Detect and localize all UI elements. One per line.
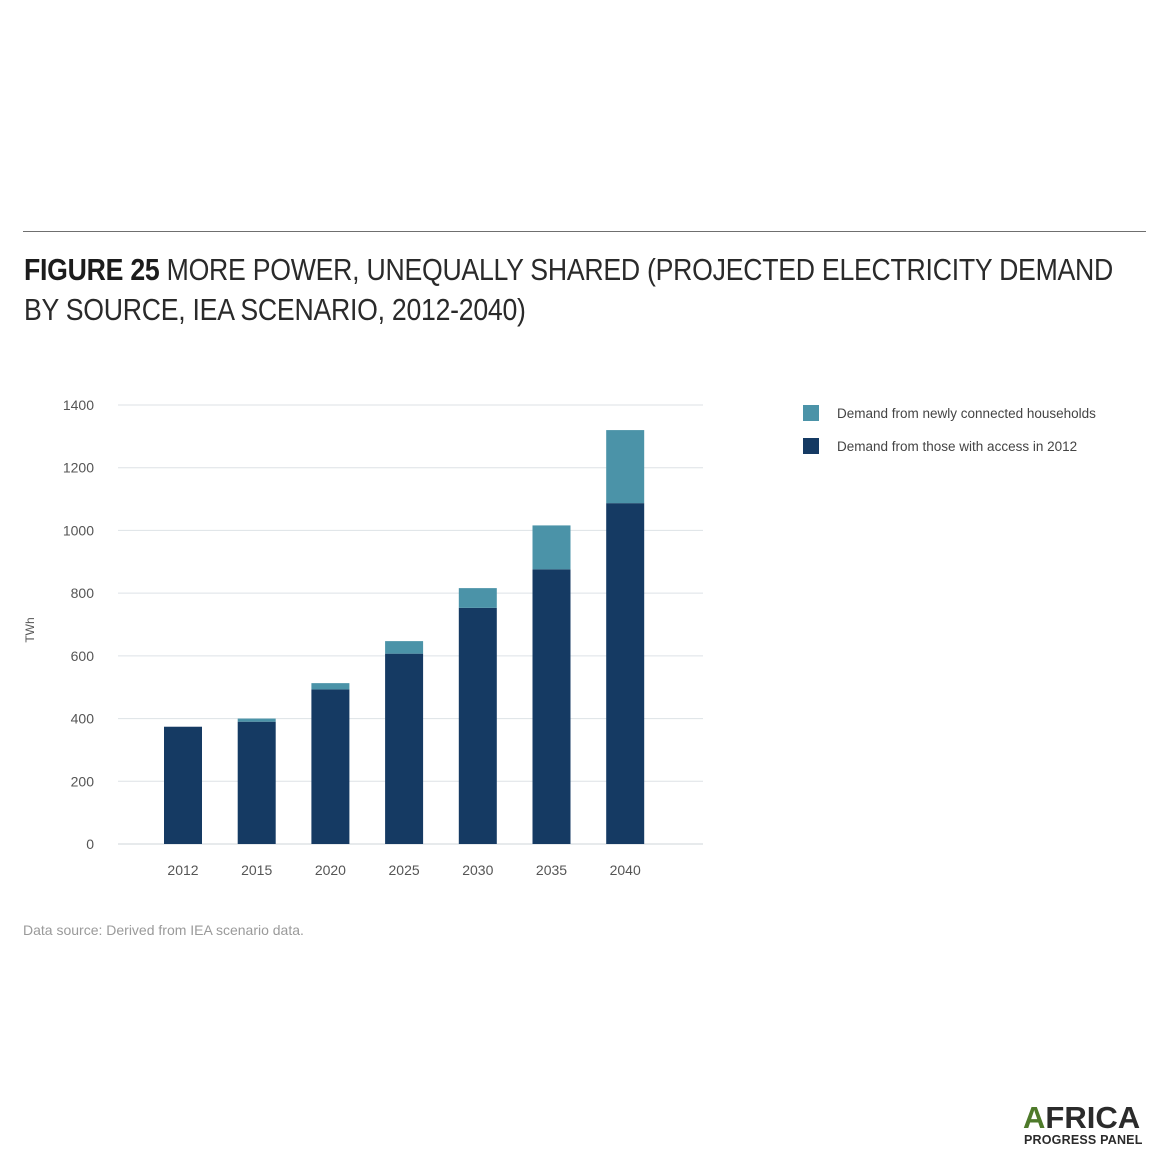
bar-existing-access: [532, 569, 571, 844]
bar-newly-connected: [532, 525, 571, 570]
y-axis-label: TWh: [23, 617, 37, 642]
x-tick-label: 2030: [462, 862, 493, 878]
y-tick-label: 1400: [63, 397, 94, 413]
logo-letter-a: A: [1023, 1100, 1046, 1135]
y-tick-label: 0: [86, 836, 94, 852]
y-tick-label: 1000: [63, 522, 94, 538]
x-tick-label: 2025: [389, 862, 420, 878]
bar-newly-connected: [311, 683, 350, 690]
logo-wordmark: AFRICA: [1023, 1100, 1141, 1135]
logo-letters: FRICA: [1045, 1100, 1141, 1135]
x-tick-label: 2020: [315, 862, 346, 878]
bar-existing-access: [237, 721, 276, 844]
figure-label: FIGURE 25: [24, 252, 160, 287]
figure-title-text: MORE POWER, UNEQUALLY SHARED (PROJECTED …: [24, 252, 1114, 327]
bar-existing-access: [385, 653, 424, 844]
bar-existing-access: [164, 726, 202, 844]
legend-label: Demand from newly connected households: [837, 406, 1096, 421]
legend-swatch: [803, 405, 819, 421]
x-tick-label: 2015: [241, 862, 272, 878]
logo-subtitle: PROGRESS PANEL: [1024, 1133, 1143, 1147]
y-tick-label: 1200: [63, 460, 94, 476]
y-tick-label: 200: [71, 773, 95, 789]
bar-newly-connected: [606, 430, 645, 504]
y-tick-label: 400: [71, 711, 95, 727]
bar-existing-access: [458, 607, 497, 844]
y-tick-label: 600: [71, 648, 95, 664]
data-source-note: Data source: Derived from IEA scenario d…: [23, 922, 304, 938]
bar-newly-connected: [385, 641, 424, 654]
x-tick-label: 2035: [536, 862, 567, 878]
bar-newly-connected: [458, 588, 497, 608]
x-tick-label: 2040: [610, 862, 641, 878]
bar-newly-connected: [237, 718, 276, 722]
legend-swatch: [803, 438, 819, 454]
figure-title: FIGURE 25 MORE POWER, UNEQUALLY SHARED (…: [24, 250, 1133, 330]
top-divider: [23, 231, 1146, 232]
africa-progress-panel-logo: AFRICA PROGRESS PANEL: [1023, 1100, 1147, 1149]
y-tick-label: 800: [71, 585, 95, 601]
bar-existing-access: [606, 503, 645, 844]
x-tick-label: 2012: [167, 862, 198, 878]
bar-existing-access: [311, 689, 350, 844]
legend-label: Demand from those with access in 2012: [837, 439, 1077, 454]
